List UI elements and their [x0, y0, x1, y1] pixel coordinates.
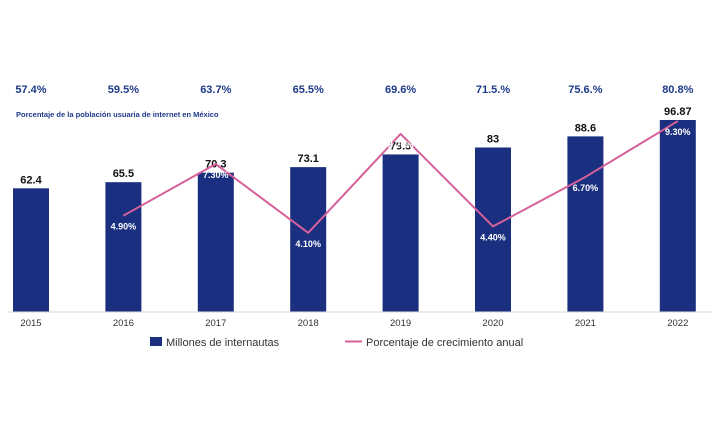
- x-tick-label: 2015: [20, 318, 41, 329]
- x-tick-label: 2022: [667, 318, 688, 329]
- x-tick-label: 2018: [298, 318, 319, 329]
- x-tick-label: 2020: [482, 318, 503, 329]
- bar: [659, 120, 696, 312]
- bar: [382, 154, 419, 312]
- population-share-label: 59.5%: [108, 84, 139, 96]
- bar-value-label: 73.1: [297, 153, 318, 165]
- growth-value-label: 7.30%: [203, 170, 229, 180]
- growth-line: [122, 120, 679, 234]
- chart-subtitle: Porcentaje de la población usuaria de in…: [16, 110, 219, 119]
- bar-value-label: 88.6: [575, 122, 596, 134]
- legend: Millones de internautas Porcentaje de cr…: [150, 337, 523, 349]
- bar: [197, 172, 234, 312]
- population-share-label: 75.6.%: [568, 84, 602, 96]
- legend-swatch-bars: [150, 337, 162, 346]
- growth-value-label: 4.10%: [295, 239, 321, 249]
- population-share-label: 63.7%: [200, 84, 231, 96]
- x-tick-label: 2017: [205, 318, 226, 329]
- bar-series: [13, 120, 696, 312]
- population-share-label: 65.5%: [293, 84, 324, 96]
- population-share-label: 69.6%: [385, 84, 416, 96]
- growth-value-label: 9.30%: [665, 127, 691, 137]
- bar-value-label: 79.5: [390, 140, 411, 152]
- bar-value-label: 62.4: [20, 174, 42, 186]
- growth-value-label: 4.90%: [111, 222, 137, 232]
- x-axis-ticks: 2015 2016 2017 2018 2019 2020 2021 2022: [20, 318, 688, 329]
- x-tick-label: 2021: [575, 318, 596, 329]
- population-share-label: 80.8%: [662, 84, 693, 96]
- growth-value-label: 6.70%: [573, 183, 599, 193]
- bar-value-label: 96.87: [664, 106, 692, 118]
- population-share-labels: 57.4% 59.5% 63.7% 65.5% 69.6% 71.5.% 75.6.% 80.…: [15, 84, 693, 96]
- growth-line-labels: 4.90% 7.30% 4.10% 8.70% 4.40% 6.70% 9.30%: [111, 127, 691, 249]
- bar: [567, 136, 604, 312]
- bar: [105, 182, 142, 312]
- population-share-label: 71.5.%: [476, 84, 510, 96]
- growth-value-label: 4.40%: [480, 232, 506, 242]
- x-tick-label: 2016: [113, 318, 134, 329]
- x-tick-label: 2019: [390, 318, 411, 329]
- growth-value-label: 8.70%: [388, 140, 414, 150]
- legend-label-line: Porcentaje de crecimiento anual: [366, 337, 523, 349]
- population-share-label: 57.4%: [15, 84, 46, 96]
- bar: [13, 188, 49, 312]
- bar-value-label: 65.5: [113, 168, 134, 180]
- bar: [475, 147, 511, 312]
- legend-label-bars: Millones de internautas: [166, 337, 280, 349]
- bar: [290, 167, 327, 312]
- bar-value-label: 83: [487, 133, 499, 145]
